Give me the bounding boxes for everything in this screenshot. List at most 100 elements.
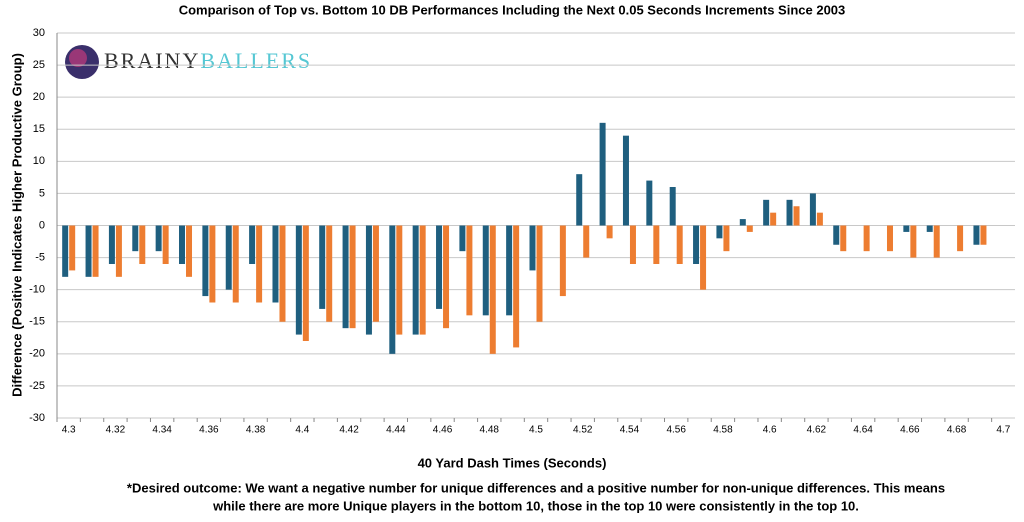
- x-tick-label: 4.66: [900, 425, 920, 436]
- x-tick-label: 4.6: [763, 425, 777, 436]
- bar: [92, 225, 99, 277]
- bar: [202, 225, 209, 297]
- chart-title: Comparison of Top vs. Bottom 10 DB Perfo…: [179, 2, 846, 17]
- bar: [746, 225, 753, 232]
- bar: [365, 225, 372, 335]
- bar: [256, 225, 263, 303]
- bar: [763, 199, 770, 226]
- bar: [576, 174, 583, 226]
- x-tick-label: 4.4: [295, 425, 309, 436]
- bar: [436, 225, 443, 309]
- bar: [225, 225, 232, 290]
- bar: [506, 225, 513, 316]
- bar: [833, 225, 840, 245]
- bar: [412, 225, 419, 335]
- bar: [676, 225, 683, 264]
- bar: [816, 212, 823, 226]
- bar: [513, 225, 520, 348]
- x-tick-label: 4.7: [996, 425, 1010, 436]
- bar: [693, 225, 700, 264]
- x-tick-label: 4.68: [947, 425, 967, 436]
- bar: [980, 225, 987, 245]
- bar: [349, 225, 356, 329]
- bar: [700, 225, 707, 290]
- bar: [279, 225, 286, 322]
- bar: [179, 225, 186, 264]
- bar: [326, 225, 333, 322]
- x-tick-label: 4.54: [620, 425, 640, 436]
- bar: [809, 193, 816, 226]
- y-tick-label: -15: [29, 316, 45, 328]
- bar: [957, 225, 964, 252]
- bar: [653, 225, 660, 264]
- bar: [973, 225, 980, 245]
- bar: [209, 225, 216, 303]
- bar: [249, 225, 256, 264]
- x-tick-label: 4.48: [480, 425, 500, 436]
- bar: [443, 225, 450, 329]
- footnote: *Desired outcome: We want a negative num…: [127, 480, 945, 495]
- y-axis-title: Difference (Positive Indicates Higher Pr…: [9, 53, 24, 397]
- bar: [295, 225, 302, 335]
- bar: [162, 225, 169, 264]
- y-tick-label: -10: [29, 284, 45, 296]
- bar: [529, 225, 536, 271]
- y-tick-label: 20: [33, 91, 45, 103]
- x-tick-label: 4.64: [853, 425, 873, 436]
- x-tick-label: 4.62: [807, 425, 827, 436]
- bar: [786, 199, 793, 226]
- bar: [926, 225, 933, 232]
- bar: [646, 180, 653, 226]
- bar: [62, 225, 69, 277]
- bar: [793, 206, 800, 226]
- bar: [389, 225, 396, 354]
- bar: [910, 225, 917, 258]
- bar: [69, 225, 76, 271]
- x-tick-label: 4.36: [199, 425, 219, 436]
- bar: [459, 225, 466, 252]
- x-tick-label: 4.56: [666, 425, 686, 436]
- x-tick-label: 4.44: [386, 425, 406, 436]
- bar: [466, 225, 473, 316]
- bar: [606, 225, 613, 239]
- bar: [342, 225, 349, 329]
- bar: [319, 225, 326, 309]
- bar: [559, 225, 566, 297]
- x-axis-title: 40 Yard Dash Times (Seconds): [418, 455, 607, 470]
- bar: [536, 225, 543, 322]
- bar: [396, 225, 403, 335]
- footnote: while there are more Unique players in t…: [212, 498, 859, 513]
- y-tick-label: 30: [33, 27, 45, 39]
- bar: [139, 225, 146, 264]
- x-tick-label: 4.3: [62, 425, 76, 436]
- bar: [903, 225, 910, 232]
- bar: [863, 225, 870, 252]
- bar: [419, 225, 426, 335]
- bar: [723, 225, 730, 252]
- y-tick-label: 10: [33, 155, 45, 167]
- bar: [622, 135, 629, 226]
- x-tick-label: 4.38: [246, 425, 266, 436]
- logo: BRAINYBALLERS: [65, 45, 312, 79]
- bar: [629, 225, 636, 264]
- bar: [272, 225, 279, 303]
- y-tick-label: -30: [29, 412, 45, 424]
- x-tick-label: 4.58: [713, 425, 733, 436]
- bar: [716, 225, 723, 239]
- bar: [840, 225, 847, 252]
- bar: [770, 212, 777, 226]
- y-tick-label: 15: [33, 123, 45, 135]
- bar: [489, 225, 496, 354]
- y-tick-label: 25: [33, 59, 45, 71]
- bar: [886, 225, 893, 252]
- bar: [115, 225, 122, 277]
- bar: [232, 225, 239, 303]
- x-tick-label: 4.46: [433, 425, 453, 436]
- bar: [669, 187, 676, 226]
- x-tick-label: 4.5: [529, 425, 543, 436]
- logo-text: BRAINYBALLERS: [104, 48, 312, 73]
- bar: [933, 225, 940, 258]
- logo-helmet-accent: [69, 49, 87, 67]
- x-tick-label: 4.42: [339, 425, 359, 436]
